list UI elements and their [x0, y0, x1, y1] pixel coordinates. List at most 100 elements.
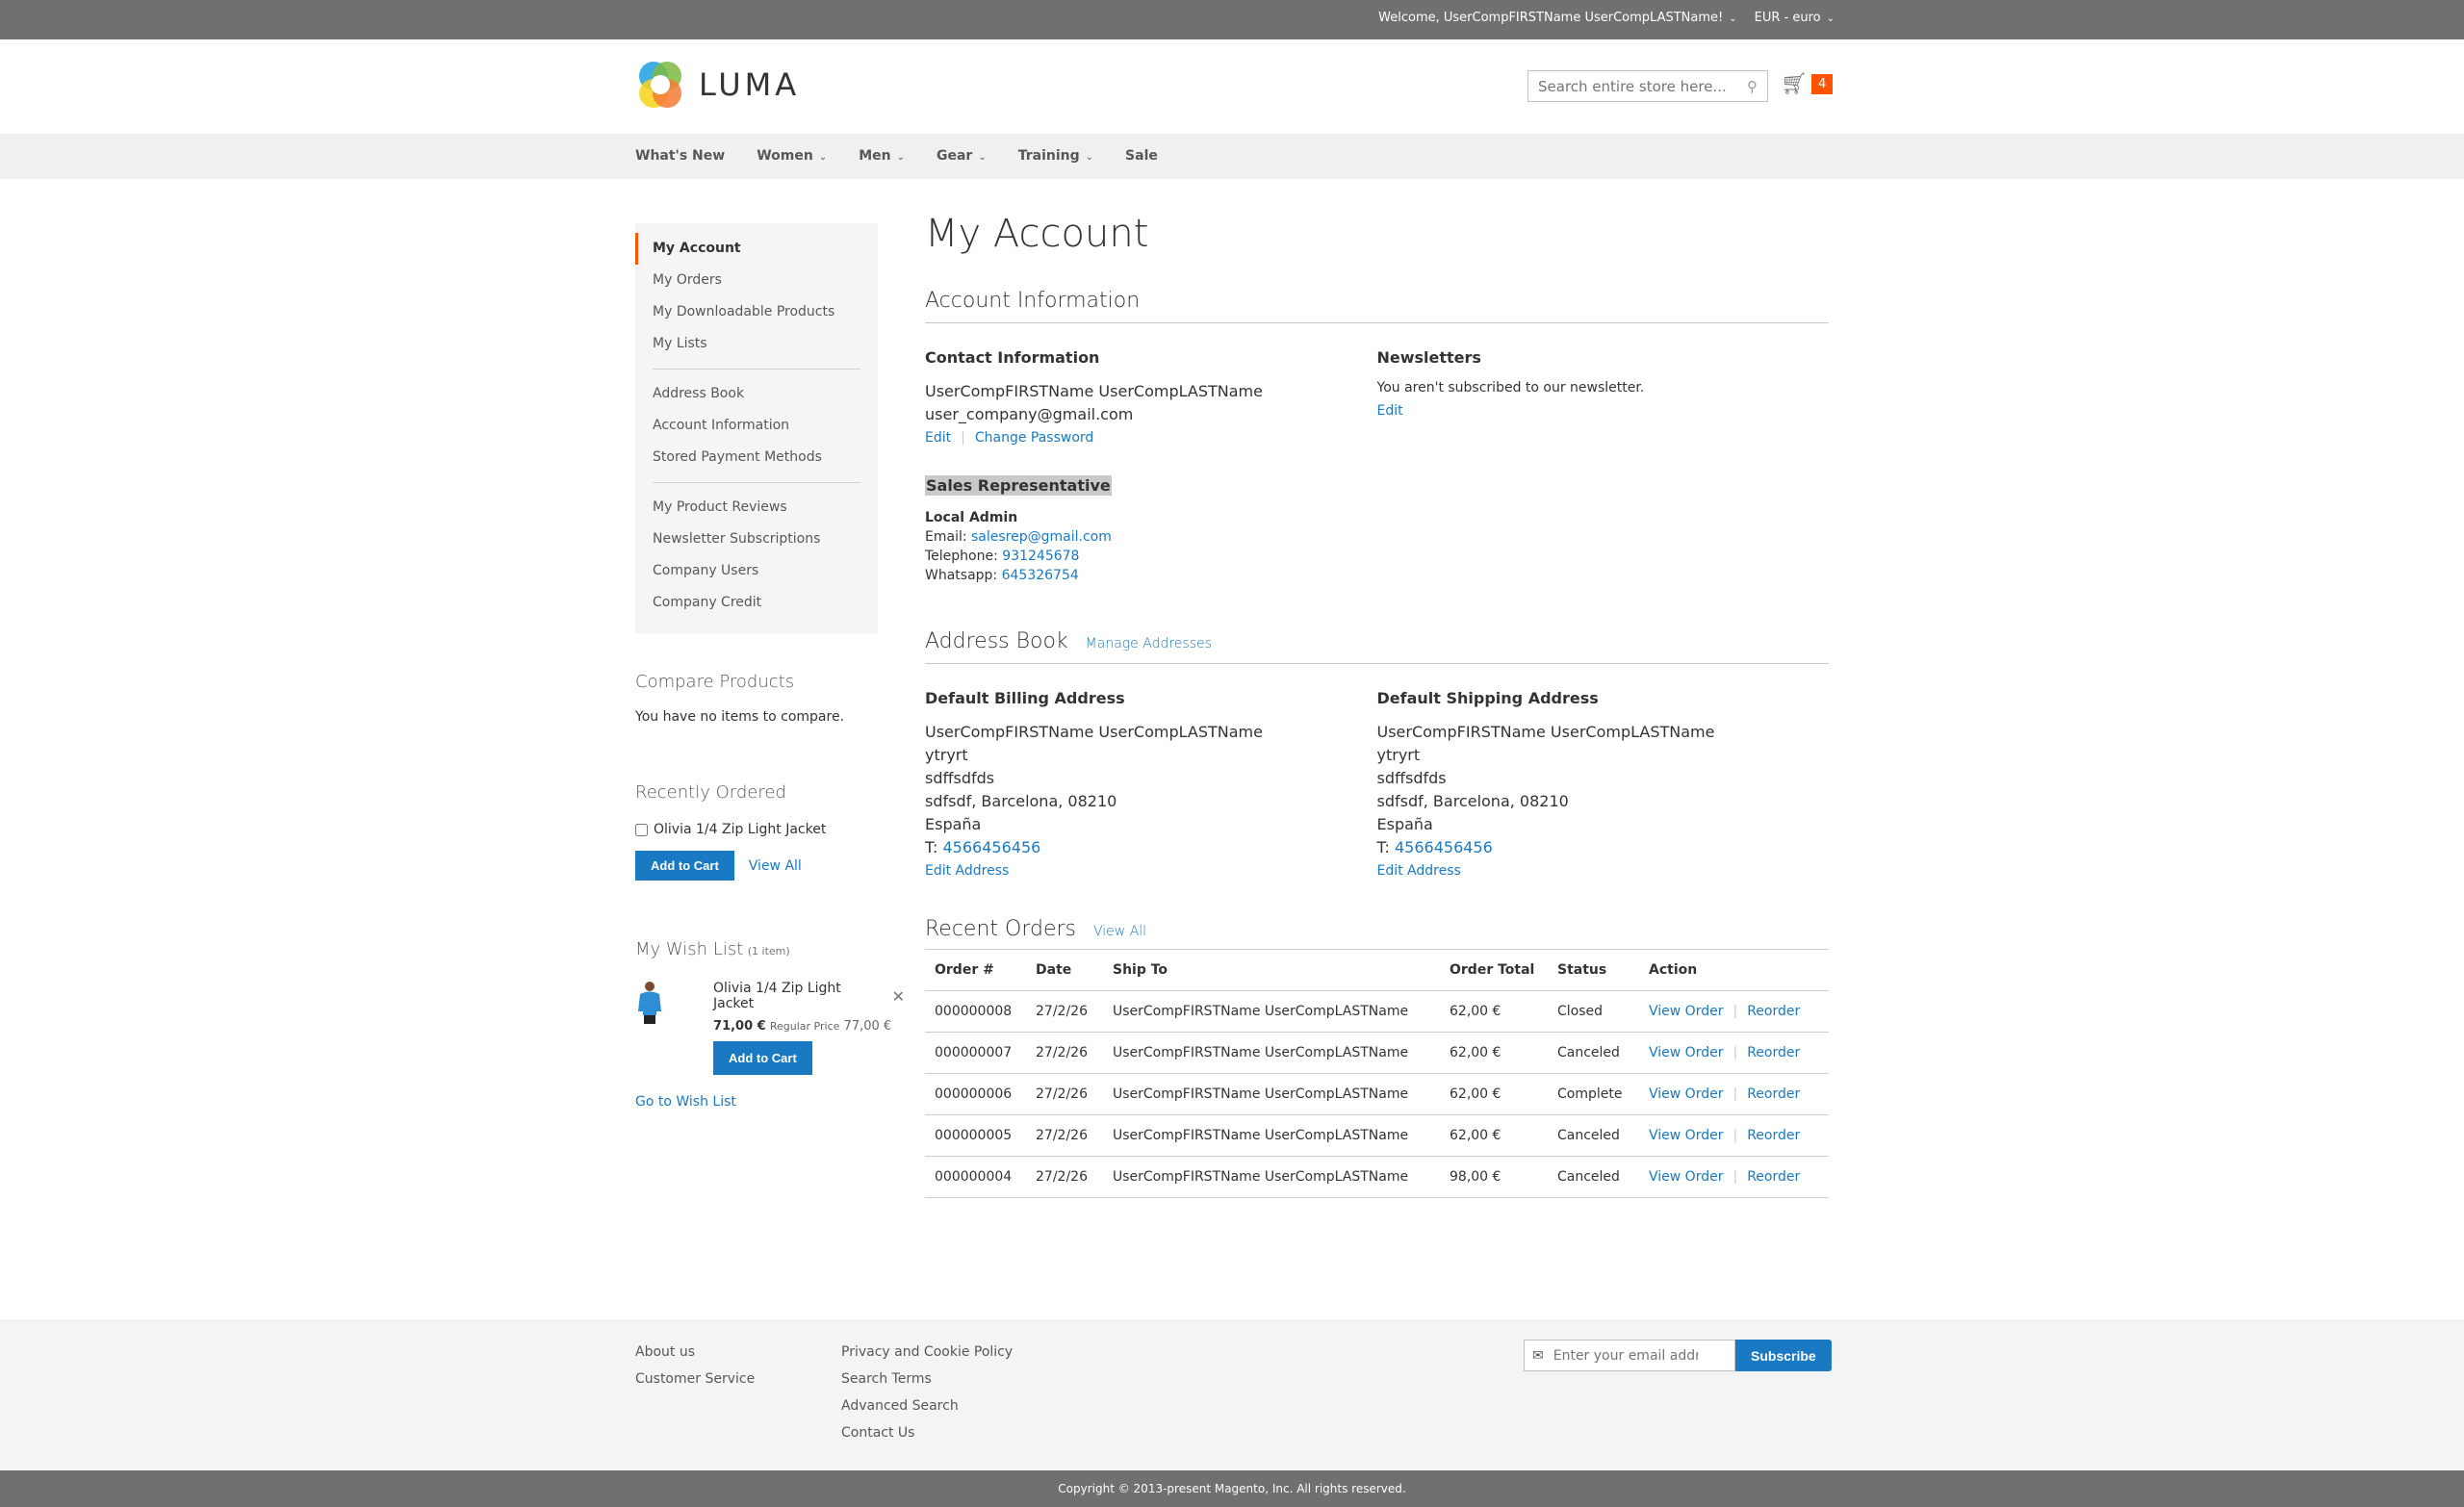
footer-link[interactable]: Search Terms	[841, 1371, 932, 1387]
sidebar-item-my-account[interactable]: My Account	[635, 233, 878, 265]
view-all-link[interactable]: View All	[748, 857, 802, 874]
minicart[interactable]: 🛒︎ 4	[1781, 72, 1834, 96]
welcome-menu[interactable]: Welcome, UserCompFIRSTName UserCompLASTN…	[1378, 11, 1737, 25]
newsletters-box: Newsletters You aren't subscribed to our…	[1377, 348, 1830, 585]
product-image[interactable]	[635, 981, 713, 1075]
nav-item-what-s-new[interactable]: What's New	[635, 148, 725, 164]
divider: |	[1732, 1086, 1738, 1102]
divider: |	[1732, 1004, 1738, 1019]
nav-label: Women	[757, 148, 813, 164]
newsletter-email-input[interactable]	[1553, 1347, 1698, 1364]
sidebar-item-my-downloadable-products[interactable]: My Downloadable Products	[653, 304, 835, 319]
reorder-link[interactable]: Reorder	[1747, 1086, 1801, 1102]
sidebar-item-newsletter-subscriptions[interactable]: Newsletter Subscriptions	[653, 531, 821, 547]
contact-name: UserCompFIRSTName UserCompLASTName	[925, 382, 1263, 400]
label: Whatsapp:	[925, 568, 998, 583]
order-total: 62,00 €	[1440, 1114, 1548, 1157]
label: T:	[925, 838, 938, 856]
ship-to: UserCompFIRSTName UserCompLASTName	[1103, 1032, 1440, 1074]
address-line: sdfsdf, Barcelona, 08210	[925, 792, 1117, 810]
footer-link[interactable]: Contact Us	[841, 1425, 915, 1441]
change-password-link[interactable]: Change Password	[974, 430, 1094, 446]
order-actions: View Order | Reorder	[1639, 1073, 1829, 1115]
sales-rep-whatsapp-link[interactable]: 645326754	[1001, 568, 1079, 583]
nav-item-women[interactable]: Women ⌄	[757, 148, 827, 164]
sidebar-item-my-orders[interactable]: My Orders	[653, 272, 722, 288]
footer-link[interactable]: Privacy and Cookie Policy	[841, 1344, 1014, 1360]
view-order-link[interactable]: View Order	[1649, 1045, 1724, 1060]
order-status: Canceled	[1548, 1032, 1639, 1074]
order-status: Canceled	[1548, 1156, 1639, 1198]
address-book-section-title: Address Book Manage Addresses	[925, 629, 1829, 664]
address-line: UserCompFIRSTName UserCompLASTName	[1376, 723, 1715, 741]
shipping-phone-link[interactable]: 4566456456	[1395, 838, 1493, 856]
reorder-link[interactable]: Reorder	[1747, 1169, 1801, 1185]
currency-switcher[interactable]: EUR - euro ⌄	[1755, 11, 1835, 25]
newsletter-status: You aren't subscribed to our newsletter.	[1376, 380, 1645, 396]
edit-billing-address-link[interactable]: Edit Address	[925, 863, 1010, 879]
order-number: 000000007	[925, 1032, 1026, 1074]
edit-newsletter-link[interactable]: Edit	[1376, 403, 1403, 419]
wishlist-add-to-cart-button[interactable]: Add to Cart	[713, 1041, 812, 1075]
billing-address-box: Default Billing Address UserCompFIRSTNam…	[925, 689, 1377, 879]
reorder-link[interactable]: Reorder	[1747, 1128, 1801, 1143]
footer-link[interactable]: About us	[635, 1344, 696, 1360]
recent-orders-table: Order # Date Ship To Order Total Status Actio…	[925, 949, 1829, 1198]
nav-item-training[interactable]: Training ⌄	[1018, 148, 1093, 164]
edit-contact-link[interactable]: Edit	[925, 430, 952, 446]
sidebar-item-my-lists[interactable]: My Lists	[653, 336, 707, 351]
nav-item-gear[interactable]: Gear ⌄	[937, 148, 987, 164]
compare-title: Compare Products	[635, 672, 795, 692]
nav-item-sale[interactable]: Sale	[1125, 148, 1158, 164]
search-box[interactable]: ⚲	[1527, 70, 1768, 102]
recent-orders-section-title: Recent Orders View All	[925, 917, 1829, 949]
view-order-link[interactable]: View Order	[1649, 1128, 1724, 1143]
order-row: 000000005 27/2/26 UserCompFIRSTName UserCo…	[925, 1114, 1829, 1157]
reorder-link[interactable]: Reorder	[1747, 1004, 1801, 1019]
add-to-cart-button[interactable]: Add to Cart	[635, 851, 734, 881]
search-input[interactable]	[1538, 77, 1747, 95]
view-order-link[interactable]: View Order	[1649, 1004, 1724, 1019]
view-order-link[interactable]: View Order	[1649, 1169, 1724, 1185]
recently-ordered-title: Recently Ordered	[635, 782, 786, 803]
manage-addresses-link[interactable]: Manage Addresses	[1085, 636, 1212, 651]
billing-phone-link[interactable]: 4566456456	[942, 838, 1041, 856]
subscribe-button[interactable]: Subscribe	[1735, 1340, 1832, 1371]
sidebar-item-address-book[interactable]: Address Book	[653, 386, 745, 401]
sales-rep-phone-link[interactable]: 931245678	[1002, 549, 1080, 564]
column-header: Date	[1026, 949, 1103, 991]
sidebar-item-account-information[interactable]: Account Information	[653, 418, 790, 433]
sidebar-item-company-users[interactable]: Company Users	[653, 563, 759, 578]
nav-item-men[interactable]: Men ⌄	[859, 148, 905, 164]
logo[interactable]: LUMA	[635, 60, 800, 110]
sales-rep-email-link[interactable]: salesrep@gmail.com	[971, 529, 1112, 545]
recent-item[interactable]: Olivia 1/4 Zip Light Jacket	[635, 822, 878, 837]
order-date: 27/2/26	[1026, 1156, 1103, 1198]
view-order-link[interactable]: View Order	[1649, 1086, 1724, 1102]
order-row: 000000007 27/2/26 UserCompFIRSTName UserCo…	[925, 1032, 1829, 1074]
regular-price: 77,00 €	[843, 1019, 892, 1034]
sidebar-item-my-product-reviews[interactable]: My Product Reviews	[653, 499, 787, 515]
main-content: My Account Account Information Contact I…	[925, 212, 1829, 1198]
section-title: Recent Orders	[925, 917, 1077, 941]
order-actions: View Order | Reorder	[1639, 1156, 1829, 1198]
view-all-orders-link[interactable]: View All	[1093, 924, 1147, 939]
order-status: Closed	[1548, 990, 1639, 1033]
edit-shipping-address-link[interactable]: Edit Address	[1376, 863, 1461, 879]
luma-logo-icon	[639, 62, 681, 108]
sales-rep-box: Local Admin Email: salesrep@gmail.com Te…	[925, 508, 1377, 585]
recent-item-checkbox[interactable]	[635, 823, 648, 836]
footer-link[interactable]: Advanced Search	[841, 1398, 959, 1414]
order-actions: View Order | Reorder	[1639, 990, 1829, 1033]
go-to-wishlist-link[interactable]: Go to Wish List	[635, 1094, 736, 1110]
order-row: 000000008 27/2/26 UserCompFIRSTName UserCo…	[925, 990, 1829, 1033]
reorder-link[interactable]: Reorder	[1747, 1045, 1801, 1060]
sidebar-item-stored-payment-methods[interactable]: Stored Payment Methods	[653, 449, 822, 465]
ship-to: UserCompFIRSTName UserCompLASTName	[1103, 1114, 1440, 1157]
order-row: 000000006 27/2/26 UserCompFIRSTName UserCo…	[925, 1073, 1829, 1115]
wishlist-item-name[interactable]: Olivia 1/4 Zip Light Jacket	[713, 981, 841, 1011]
footer-link[interactable]: Customer Service	[635, 1371, 756, 1387]
sidebar-item-company-credit[interactable]: Company Credit	[653, 595, 762, 610]
search-icon[interactable]: ⚲	[1747, 77, 1758, 95]
remove-icon[interactable]: ✕	[891, 986, 905, 1006]
